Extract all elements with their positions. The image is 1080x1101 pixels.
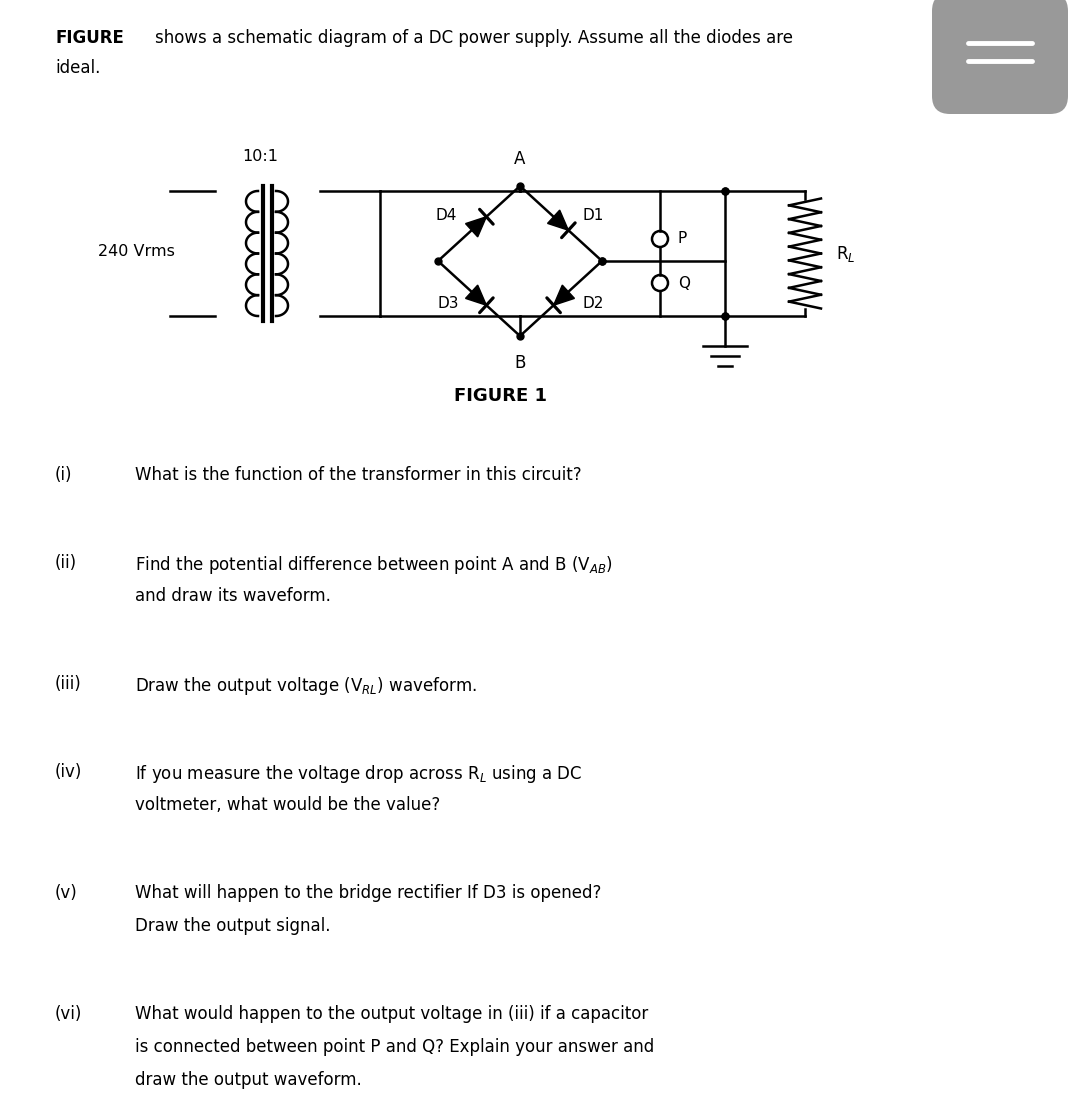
Polygon shape	[548, 210, 568, 230]
Text: Find the potential difference between point A and B (V$_{AB}$): Find the potential difference between po…	[135, 554, 613, 576]
Polygon shape	[465, 285, 486, 305]
Text: (iv): (iv)	[55, 763, 82, 781]
Text: What is the function of the transformer in this circuit?: What is the function of the transformer …	[135, 466, 582, 484]
Text: (iii): (iii)	[55, 675, 82, 693]
Text: voltmeter, what would be the value?: voltmeter, what would be the value?	[135, 796, 441, 814]
Text: 10:1: 10:1	[242, 149, 278, 164]
Text: (v): (v)	[55, 884, 78, 902]
Text: R$_L$: R$_L$	[836, 243, 855, 263]
Text: D2: D2	[583, 296, 605, 310]
Text: What will happen to the bridge rectifier If D3 is opened?: What will happen to the bridge rectifier…	[135, 884, 602, 902]
Text: D4: D4	[435, 208, 457, 224]
Text: Q: Q	[678, 275, 690, 291]
Text: 240 Vrms: 240 Vrms	[98, 243, 175, 259]
Text: D1: D1	[583, 208, 605, 224]
Text: draw the output waveform.: draw the output waveform.	[135, 1071, 362, 1089]
Text: shows a schematic diagram of a DC power supply. Assume all the diodes are: shows a schematic diagram of a DC power …	[156, 29, 793, 47]
Text: Draw the output voltage (V$_{RL}$) waveform.: Draw the output voltage (V$_{RL}$) wavef…	[135, 675, 477, 697]
Text: D3: D3	[437, 296, 459, 310]
Text: A: A	[514, 150, 526, 168]
Polygon shape	[465, 217, 486, 237]
Text: Draw the output signal.: Draw the output signal.	[135, 917, 330, 935]
Text: and draw its waveform.: and draw its waveform.	[135, 587, 330, 606]
Text: B: B	[514, 355, 526, 372]
Text: (i): (i)	[55, 466, 72, 484]
Text: P: P	[678, 231, 687, 247]
Text: ideal.: ideal.	[55, 59, 100, 77]
Text: (ii): (ii)	[55, 554, 77, 573]
Text: FIGURE 1: FIGURE 1	[454, 386, 546, 405]
Polygon shape	[554, 285, 575, 305]
Text: (vi): (vi)	[55, 1005, 82, 1023]
Text: If you measure the voltage drop across R$_L$ using a DC: If you measure the voltage drop across R…	[135, 763, 582, 785]
Text: FIGURE: FIGURE	[55, 29, 124, 47]
Text: What would happen to the output voltage in (iii) if a capacitor: What would happen to the output voltage …	[135, 1005, 648, 1023]
Text: is connected between point P and Q? Explain your answer and: is connected between point P and Q? Expl…	[135, 1038, 654, 1056]
FancyBboxPatch shape	[932, 0, 1068, 115]
